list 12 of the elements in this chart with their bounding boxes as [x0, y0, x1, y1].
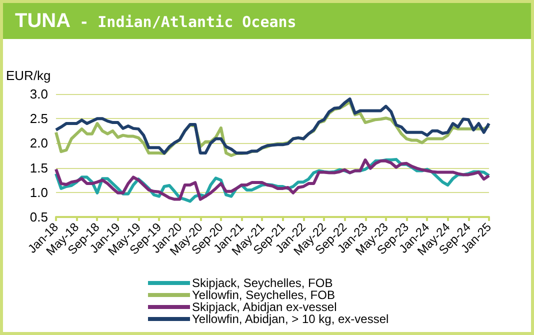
y-tick-label: 1.0 [30, 184, 48, 200]
legend-label: Yellowfin, Seychelles, FOB [192, 288, 335, 302]
legend-label: Yellowfin, Abidjan, > 10 kg, ex-vessel [192, 312, 389, 326]
y-tick-label: 1.5 [30, 160, 48, 176]
chart-title: TUNA - Indian/Atlantic Oceans [15, 10, 296, 32]
legend-label: Skipjack, Abidjan ex-vessel [192, 300, 337, 314]
y-axis-title: EUR/kg [6, 68, 51, 83]
legend-label: Skipjack, Seychelles, FOB [192, 276, 333, 290]
y-tick-label: 2.5 [30, 111, 48, 126]
y-tick-label: 3.0 [30, 86, 48, 102]
y-tick-label: 0.5 [30, 210, 48, 224]
y-tick-label: 2.0 [30, 136, 48, 151]
